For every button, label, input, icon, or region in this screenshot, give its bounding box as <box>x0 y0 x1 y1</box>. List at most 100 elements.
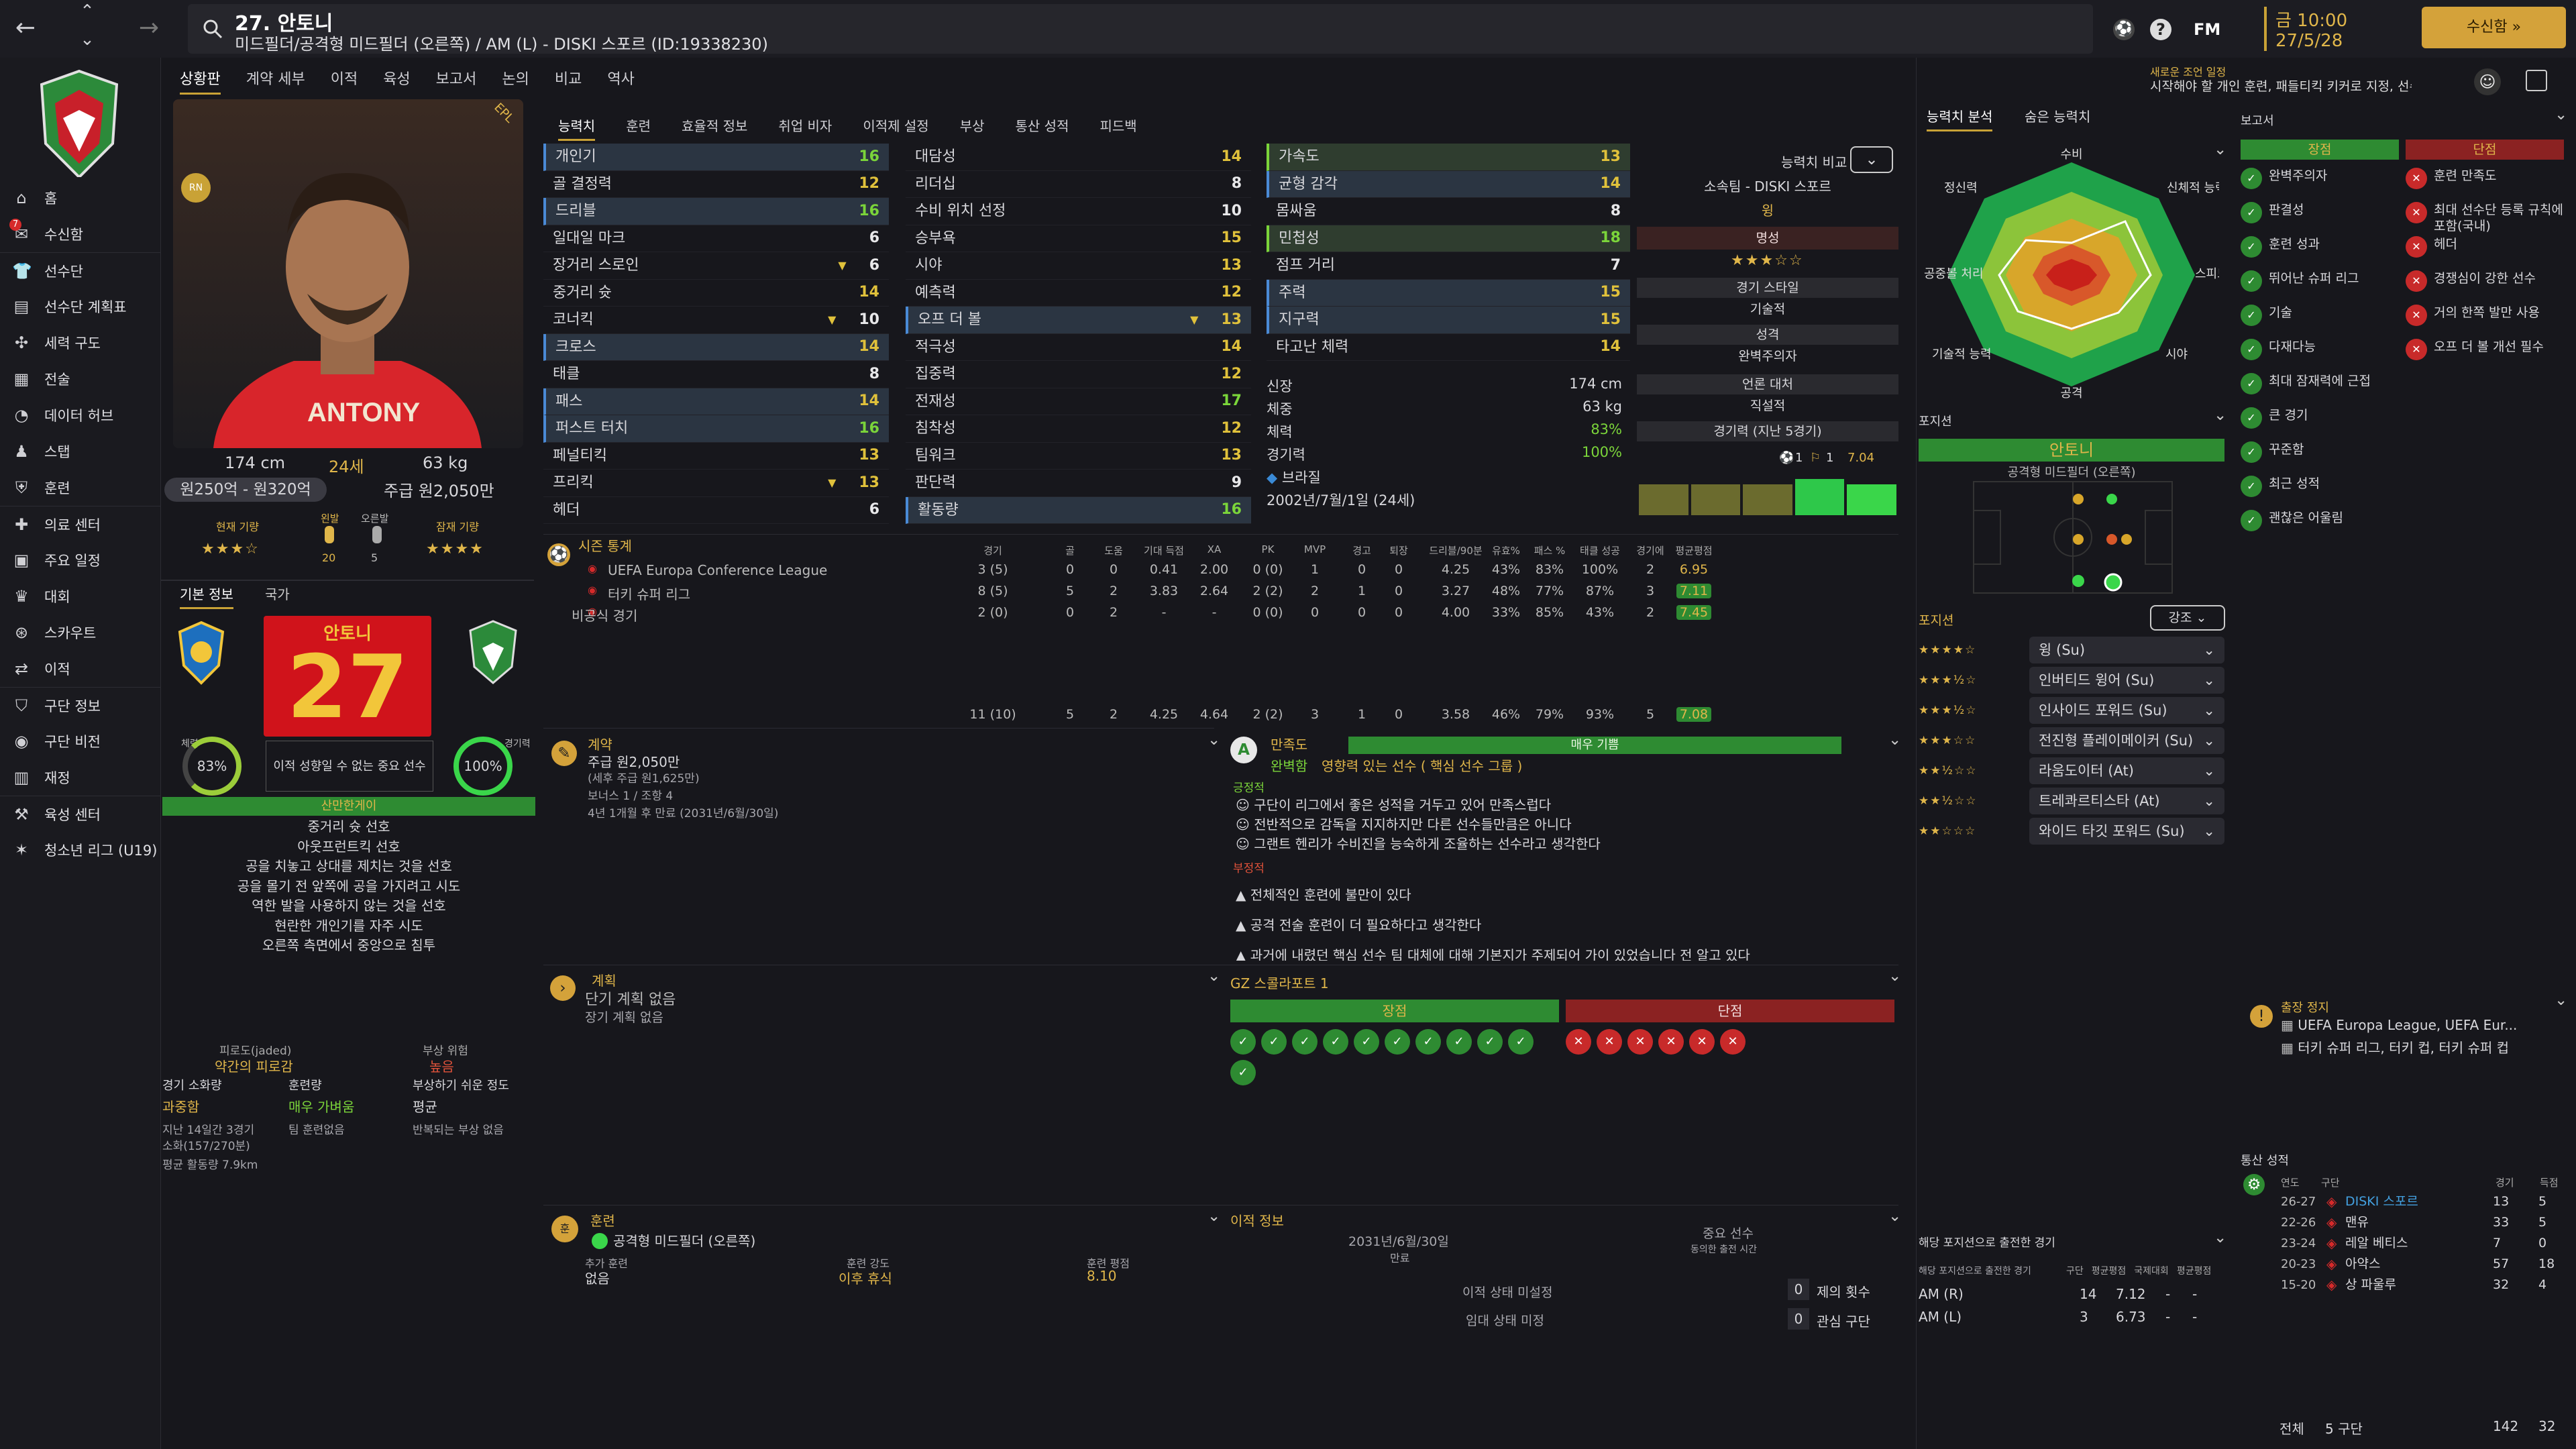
competition-name[interactable]: UEFA Europa Conference League <box>608 562 828 578</box>
strength-badge-icon[interactable]: ✓ <box>1385 1029 1410 1055</box>
career-row[interactable]: 20-23 ◈ 아약스 57 18 <box>2241 1254 2563 1275</box>
attr-tab-5[interactable]: 부상 <box>959 118 985 134</box>
role-dropdown[interactable]: 와이드 타깃 포워드 (Su) ⌄ <box>2029 817 2224 845</box>
forward-icon[interactable]: → <box>138 14 160 42</box>
attribute-row[interactable]: 프리킥 ▼ 13 <box>543 470 889 497</box>
sidebar-item-staff[interactable]: ♟ 스탭 <box>0 433 161 470</box>
strength-badge-icon[interactable]: ✓ <box>1292 1029 1318 1055</box>
weakness-badge-icon[interactable]: ✕ <box>1566 1029 1591 1055</box>
tab-nation[interactable]: 국가 <box>265 586 290 602</box>
intensity-value[interactable]: 이후 휴식 <box>839 1271 892 1287</box>
strength-badge-icon[interactable]: ✓ <box>1261 1029 1287 1055</box>
attr-tab-0[interactable]: 능력치 <box>558 115 596 141</box>
menu-tab-0[interactable]: 상황판 <box>180 67 221 95</box>
menu-tab-5[interactable]: 논의 <box>502 71 529 88</box>
weakness-badge-icon[interactable]: ✕ <box>1627 1029 1653 1055</box>
tab-hidden-attributes[interactable]: 숨은 능력치 <box>2025 109 2091 125</box>
attribute-row[interactable]: 개인기 16 <box>543 144 889 171</box>
sidebar-item-home[interactable]: ⌂ 홈 <box>0 180 161 216</box>
suspension-expand-icon[interactable]: ⌄ <box>2555 991 2568 1009</box>
club-icon[interactable]: ⚽ <box>2113 19 2135 40</box>
strength-badge-icon[interactable]: ✓ <box>1477 1029 1503 1055</box>
attribute-row[interactable]: 골 결정력 12 <box>543 171 889 198</box>
role-row[interactable]: ★★☆☆☆ 와이드 타깃 포워드 (Su) ⌄ <box>1919 816 2224 846</box>
player-title-bar[interactable]: 27. 안토니 미드필더/공격형 미드필더 (오른쪽) / AM (L) - D… <box>188 4 2220 54</box>
back-icon[interactable]: ← <box>15 14 36 42</box>
report-item[interactable]: ✓ 뛰어난 슈퍼 리그 <box>2241 270 2402 305</box>
attribute-row[interactable]: 중거리 슛 14 <box>543 280 889 307</box>
down-arrow-icon[interactable]: ⌄ <box>80 30 95 50</box>
menu-tab-7[interactable]: 역사 <box>607 71 635 88</box>
report-item[interactable]: ✓ 괜찮은 어울림 <box>2241 510 2402 544</box>
sidebar-item-training[interactable]: ⛨ 훈련 <box>0 470 161 506</box>
transfer-title[interactable]: 이적 정보 <box>1230 1213 1284 1229</box>
career-row[interactable]: 22-26 ◈ 맨유 33 5 <box>2241 1212 2563 1233</box>
role-row[interactable]: ★★★☆☆ 전진형 플레이메이커 (Su) ⌄ <box>1919 725 2224 755</box>
role-row[interactable]: ★★★½☆ 인버티드 윙어 (Su) ⌄ <box>1919 665 2224 695</box>
strength-badge-icon[interactable]: ✓ <box>1323 1029 1348 1055</box>
sidebar-item-trophy[interactable]: ♛ 대회 <box>0 578 161 614</box>
attribute-row[interactable]: 예측력 12 <box>906 280 1251 307</box>
sidebar-item-tactics[interactable]: ✣ 세력 구도 <box>0 325 161 361</box>
competition-name[interactable]: 터키 슈퍼 리그 <box>608 586 691 602</box>
sidebar-item-calendar[interactable]: ▣ 주요 일정 <box>0 542 161 578</box>
tab-attribute-analysis[interactable]: 능력치 분석 <box>1927 106 1993 131</box>
attribute-row[interactable]: 승부욕 15 <box>906 225 1251 252</box>
attribute-row[interactable]: 페널티킥 13 <box>543 443 889 470</box>
sidebar-item-transfer[interactable]: ⇄ 이적 <box>0 651 161 687</box>
position-expand-icon[interactable]: ⌄ <box>2214 407 2227 424</box>
tab-basic-info[interactable]: 기본 정보 <box>180 584 233 609</box>
weakness-badge-icon[interactable]: ✕ <box>1597 1029 1622 1055</box>
role-row[interactable]: ★★½☆☆ 라움도이터 (At) ⌄ <box>1919 755 2224 786</box>
report-item[interactable]: ✓ 최근 성적 <box>2241 476 2402 510</box>
sidebar-item-inbox[interactable]: ✉ 수신함 7 <box>0 216 161 252</box>
report-item[interactable]: ✕ 헤더 <box>2406 236 2567 270</box>
weakness-badge-icon[interactable]: ✕ <box>1720 1029 1746 1055</box>
notice-text[interactable]: 시작해야 할 개인 훈련, 패들티킥 키커로 지정, 선수 특성 변경 <box>2150 79 2412 94</box>
training-title[interactable]: 훈련 <box>590 1213 615 1229</box>
pos-games-expand-icon[interactable]: ⌄ <box>2214 1229 2227 1246</box>
attribute-row[interactable]: 수비 위치 선정 10 <box>906 198 1251 225</box>
report-item[interactable]: ✓ 꾸준함 <box>2241 441 2402 476</box>
highlight-dropdown[interactable]: 강조 ⌄ <box>2150 605 2225 631</box>
role-dropdown[interactable]: 트레콰르티스타 (At) ⌄ <box>2029 787 2224 814</box>
sidebar-item-hub[interactable]: ◔ 데이터 허브 <box>0 397 161 433</box>
role-dropdown[interactable]: 인버티드 윙어 (Su) ⌄ <box>2029 666 2224 694</box>
strength-badge-icon[interactable]: ✓ <box>1415 1029 1441 1055</box>
attr-tab-1[interactable]: 훈련 <box>626 118 651 134</box>
attribute-row[interactable]: 헤더 6 <box>543 497 889 524</box>
attribute-row[interactable]: 몸싸움 8 <box>1267 198 1630 225</box>
strength-badge-icon[interactable]: ✓ <box>1230 1060 1256 1085</box>
contract-title[interactable]: 계약 <box>588 737 612 753</box>
attribute-row[interactable]: 패스 14 <box>543 388 889 415</box>
up-arrow-icon[interactable]: ⌃ <box>80 1 95 21</box>
player-value[interactable]: 원250억 - 원320억 <box>164 478 327 502</box>
report-item[interactable]: ✓ 최대 잠재력에 근접 <box>2241 373 2402 407</box>
attr-tab-3[interactable]: 취업 비자 <box>778 118 833 134</box>
report-item[interactable]: ✕ 거의 한쪽 발만 사용 <box>2406 305 2567 339</box>
report-item[interactable]: ✕ 훈련 만족도 <box>2406 168 2567 202</box>
fm-logo[interactable]: FM <box>2194 20 2221 39</box>
sidebar-item-data[interactable]: ▦ 전술 <box>0 361 161 397</box>
report-item[interactable]: ✓ 기술 <box>2241 305 2402 339</box>
screen-icon[interactable] <box>2526 70 2547 91</box>
report-expand-icon[interactable]: ⌄ <box>2555 106 2568 123</box>
continue-button[interactable]: 수신함 » <box>2422 7 2566 48</box>
career-row[interactable]: 26-27 ◈ DISKI 스포르 13 5 <box>2241 1191 2563 1212</box>
position-list-label[interactable]: 포지션 <box>1919 613 1954 628</box>
plans-title[interactable]: 계획 <box>592 973 616 989</box>
training-expand-icon[interactable]: ⌄ <box>1208 1208 1221 1225</box>
sidebar-item-club[interactable]: ⛉ 구단 정보 <box>0 687 161 723</box>
attribute-row[interactable]: 전재성 17 <box>906 388 1251 415</box>
role-row[interactable]: ★★★★☆ 윙 (Su) ⌄ <box>1919 635 2224 665</box>
sidebar-item-shirt[interactable]: 👕 선수단 <box>0 252 161 288</box>
report-item[interactable]: ✕ 경쟁심이 강한 선수 <box>2406 270 2567 305</box>
attr-tab-7[interactable]: 피드백 <box>1099 118 1137 134</box>
compare-dropdown[interactable]: ⌄ <box>1850 146 1893 173</box>
report-item[interactable]: ✓ 완벽주의자 <box>2241 168 2402 202</box>
role-dropdown[interactable]: 전진형 플레이메이커 (Su) ⌄ <box>2029 727 2224 754</box>
attribute-row[interactable]: 판단력 9 <box>906 470 1251 497</box>
report-item[interactable]: ✕ 최대 선수단 등록 규칙에 포함(국내) <box>2406 202 2567 236</box>
weakness-badge-icon[interactable]: ✕ <box>1689 1029 1715 1055</box>
sidebar-item-medical[interactable]: ✚ 의료 센터 <box>0 506 161 542</box>
